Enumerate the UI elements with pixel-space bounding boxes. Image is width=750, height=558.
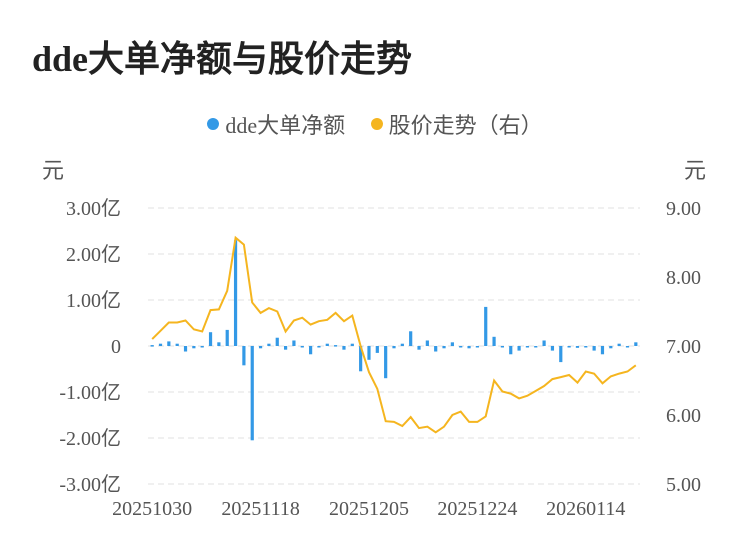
bar xyxy=(475,346,479,348)
line-series xyxy=(151,235,637,434)
bar xyxy=(542,340,546,346)
bar xyxy=(375,346,379,353)
bar xyxy=(617,343,621,346)
bar xyxy=(317,346,321,348)
left-tick-label: 1.00亿 xyxy=(66,289,121,312)
bar xyxy=(342,346,346,350)
right-axis: 9.00 8.00 7.00 6.00 5.00 xyxy=(666,198,701,496)
x-tick-label: 20251030 xyxy=(112,498,192,520)
bar xyxy=(575,346,580,348)
x-tick-label: 20251118 xyxy=(221,498,300,520)
bar xyxy=(584,346,588,348)
bar xyxy=(208,332,213,346)
chart-title: dde大单净额与股价走势 xyxy=(32,39,413,79)
bar xyxy=(600,346,605,355)
bar xyxy=(309,346,313,355)
legend-item-dde[interactable]: dde大单净额 xyxy=(207,108,345,140)
bar xyxy=(192,346,196,349)
bar xyxy=(158,343,163,346)
bar xyxy=(625,346,630,348)
left-tick-label: -3.00亿 xyxy=(59,473,121,496)
bar xyxy=(384,346,388,379)
right-tick-label: 5.00 xyxy=(666,474,701,496)
bar xyxy=(425,340,429,346)
legend-item-price[interactable]: 股价走势（右） xyxy=(370,108,543,140)
bar xyxy=(175,343,179,346)
bar xyxy=(183,346,188,352)
bar xyxy=(609,346,613,349)
bar xyxy=(334,345,338,347)
legend-label-dde: dde大单净额 xyxy=(225,113,346,138)
bar xyxy=(283,346,288,350)
bar xyxy=(242,346,246,366)
grid-lines xyxy=(148,207,640,485)
bar xyxy=(567,346,571,348)
bar xyxy=(367,346,371,360)
left-tick-label: -1.00亿 xyxy=(59,381,121,404)
bar xyxy=(292,340,296,346)
bar xyxy=(484,306,488,346)
bar xyxy=(525,346,530,348)
left-tick-label: 3.00亿 xyxy=(66,197,121,220)
left-tick-label: 2.00亿 xyxy=(66,243,121,266)
bar xyxy=(325,343,329,346)
bar xyxy=(492,336,496,346)
bar xyxy=(392,346,396,349)
bar xyxy=(517,346,521,351)
bar xyxy=(550,346,555,351)
bar xyxy=(233,240,238,346)
bar xyxy=(434,346,438,352)
right-tick-label: 7.00 xyxy=(666,336,701,358)
bar xyxy=(442,346,446,349)
x-tick-label: 20251224 xyxy=(437,498,517,520)
bar xyxy=(559,346,563,363)
bar-series xyxy=(150,240,638,441)
bar xyxy=(200,346,204,348)
bar xyxy=(467,346,471,349)
bar xyxy=(509,346,513,355)
bar xyxy=(275,337,279,346)
bar xyxy=(225,329,229,346)
left-axis: 3.00亿 2.00亿 1.00亿 0 -1.00亿 -2.00亿 -3.00亿 xyxy=(59,197,121,496)
bar xyxy=(450,342,454,346)
left-tick-label: -2.00亿 xyxy=(59,427,121,450)
bar xyxy=(250,346,254,441)
bar xyxy=(409,331,413,346)
legend: dde大单净额 股价走势（右） xyxy=(0,108,750,140)
right-tick-label: 9.00 xyxy=(666,198,701,220)
left-tick-label: 0 xyxy=(111,336,121,358)
bar xyxy=(400,343,404,346)
bar xyxy=(167,341,171,346)
bar xyxy=(217,342,221,346)
bar xyxy=(267,343,271,346)
bar xyxy=(500,346,505,348)
x-axis: 20251030 20251118 20251205 20251224 20260114 xyxy=(112,498,625,520)
bar xyxy=(634,342,638,346)
left-axis-unit: 元 xyxy=(42,158,64,183)
right-tick-label: 8.00 xyxy=(666,267,701,289)
bar xyxy=(258,346,263,349)
legend-dot-icon xyxy=(207,118,220,130)
bar xyxy=(359,346,363,372)
bar xyxy=(592,346,596,351)
bar xyxy=(150,345,154,347)
bar xyxy=(350,343,354,346)
x-tick-label: 20260114 xyxy=(546,498,625,520)
right-axis-unit: 元 xyxy=(684,158,706,183)
right-tick-label: 6.00 xyxy=(666,405,701,427)
bar xyxy=(459,346,463,348)
legend-dot-icon xyxy=(370,118,383,130)
price-line xyxy=(151,235,637,434)
bar xyxy=(300,346,304,348)
legend-label-price: 股价走势（右） xyxy=(388,113,543,138)
x-tick-label: 20251205 xyxy=(329,498,409,520)
bar xyxy=(534,346,538,348)
bar xyxy=(417,346,421,350)
